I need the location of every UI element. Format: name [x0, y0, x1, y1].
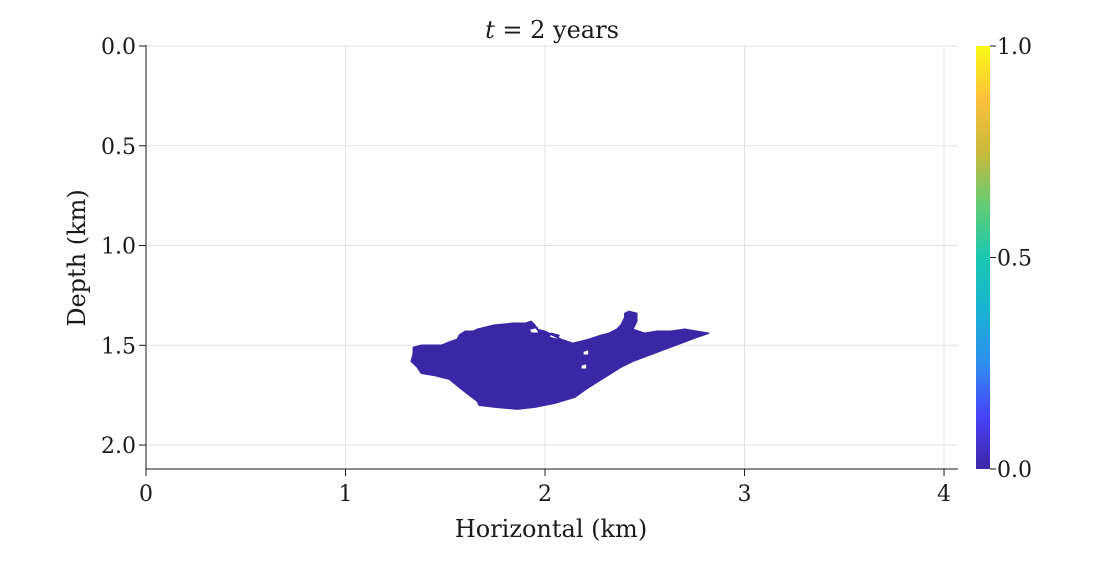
plume-layer [410, 310, 710, 410]
y-tick-label: 1.0 [101, 235, 136, 260]
x-tick-label: 0 [139, 482, 153, 507]
x-tick-label: 4 [937, 482, 951, 507]
y-tick-label: 2.0 [101, 434, 136, 459]
grid [145, 45, 958, 469]
y-tick-label: 0.0 [101, 35, 136, 60]
x-axis-title: Horizontal (km) [455, 515, 647, 543]
x-tick-label: 3 [738, 482, 752, 507]
colorbar-tick-label: 1.0 [997, 35, 1032, 60]
chart-title: t = 2 years [485, 16, 619, 44]
ticks: 0 1 2 3 4 0.0 0.5 1.0 1.5 2.0 [101, 35, 951, 507]
colorbar-gradient [976, 46, 990, 469]
colorbar-tick-label: 0.5 [997, 247, 1032, 272]
x-tick-label: 2 [538, 482, 552, 507]
chart-title-rest: = 2 years [495, 16, 619, 44]
colorbar: 0.0 0.5 1.0 [976, 35, 1032, 483]
y-tick-label: 1.5 [101, 334, 136, 359]
plume-region [410, 310, 710, 410]
colorbar-tick-label: 0.0 [997, 458, 1032, 483]
axes [145, 45, 958, 470]
y-axis-title: Depth (km) [63, 189, 91, 327]
x-tick-label: 1 [339, 482, 353, 507]
chart-title-var: t [485, 16, 495, 44]
y-tick-label: 0.5 [101, 135, 136, 160]
